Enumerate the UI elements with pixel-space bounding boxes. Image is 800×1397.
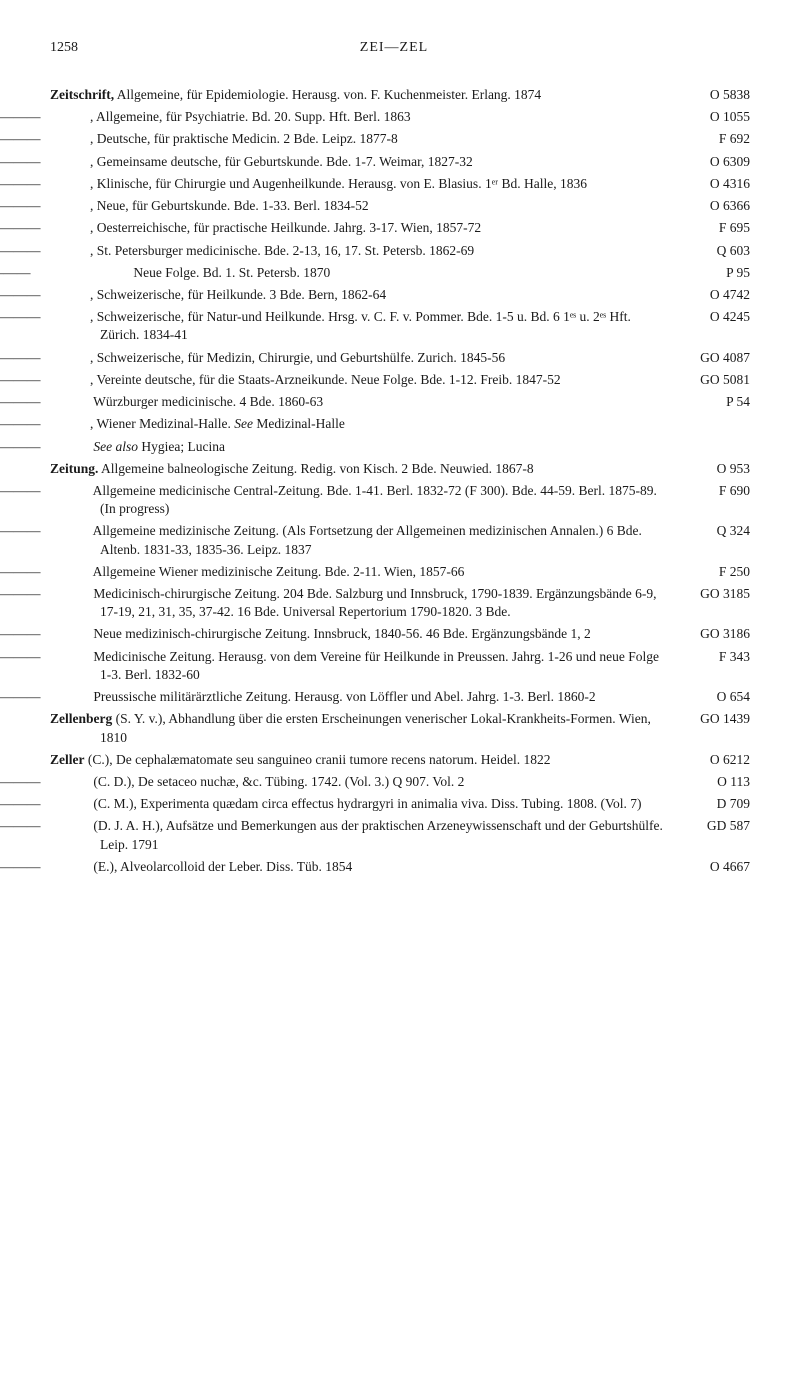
entry-text: ———, Deutsche, für praktische Medicin. 2… (50, 130, 690, 148)
shelfmark-code: P 54 (690, 393, 750, 411)
headword: Zellenberg (50, 711, 112, 726)
bibliography-entry: ———, Wiener Medizinal-Halle. See Medizin… (50, 415, 750, 433)
shelfmark-code: O 113 (690, 773, 750, 791)
bibliography-entry: ——— Allgemeine Wiener medizinische Zeitu… (50, 563, 750, 581)
bibliography-entry: ——— Medicinisch-chirurgische Zeitung. 20… (50, 585, 750, 621)
bibliography-entry: ———, Neue, für Geburtskunde. Bde. 1-33. … (50, 197, 750, 215)
entry-text: ———, Gemeinsame deutsche, für Geburtskun… (50, 153, 690, 171)
shelfmark-code: F 692 (690, 130, 750, 148)
entry-text: —————— Neue Folge. Bd. 1. St. Petersb. 1… (50, 264, 690, 282)
entry-text: ———, Schweizerische, für Heilkunde. 3 Bd… (50, 286, 690, 304)
entry-text: Zeller (C.), De cephalæmatomate seu sang… (50, 751, 690, 769)
shelfmark-code: GO 3185 (690, 585, 750, 603)
entry-text: ——— (C. D.), De setaceo nuchæ, &c. Tübin… (50, 773, 690, 791)
bibliography-entry: ———, Schweizerische, für Heilkunde. 3 Bd… (50, 286, 750, 304)
bibliography-entry: ———, Deutsche, für praktische Medicin. 2… (50, 130, 750, 148)
bibliography-entry: ———, Oesterreichische, für practische He… (50, 219, 750, 237)
bibliography-entry: ———, Gemeinsame deutsche, für Geburtskun… (50, 153, 750, 171)
shelfmark-code: O 4667 (690, 858, 750, 876)
bibliography-entry: ——— Allgemeine medizinische Zeitung. (Al… (50, 522, 750, 558)
entry-text: ———, Schweizerische, für Natur-und Heilk… (50, 308, 690, 344)
bibliography-entry: ——— See also Hygiea; Lucina (50, 438, 750, 456)
shelfmark-code: Q 324 (690, 522, 750, 540)
entry-text: ———, Neue, für Geburtskunde. Bde. 1-33. … (50, 197, 690, 215)
shelfmark-code: O 4316 (690, 175, 750, 193)
headword: Zeitschrift, (50, 87, 114, 102)
shelfmark-code: O 1055 (690, 108, 750, 126)
bibliography-entry: ——— (E.), Alveolarcolloid der Leber. Dis… (50, 858, 750, 876)
shelfmark-code: O 4742 (690, 286, 750, 304)
shelfmark-code: F 343 (690, 648, 750, 666)
headword: Zeller (50, 752, 84, 767)
shelfmark-code: F 690 (690, 482, 750, 500)
entry-text: ——— Preussische militärärztliche Zeitung… (50, 688, 690, 706)
bibliography-entry: ———, Schweizerische, für Medizin, Chirur… (50, 349, 750, 367)
bibliography-entry: Zellenberg (S. Y. v.), Abhandlung über d… (50, 710, 750, 746)
entry-text: ——— Medicinische Zeitung. Herausg. von d… (50, 648, 690, 684)
shelfmark-code: GO 3186 (690, 625, 750, 643)
entry-text: Zellenberg (S. Y. v.), Abhandlung über d… (50, 710, 690, 746)
shelfmark-code: F 695 (690, 219, 750, 237)
shelfmark-code: Q 603 (690, 242, 750, 260)
shelfmark-code: O 4245 (690, 308, 750, 326)
entry-text: ———, Klinische, für Chirurgie und Augenh… (50, 175, 690, 193)
bibliography-entry: ———, Klinische, für Chirurgie und Augenh… (50, 175, 750, 193)
bibliography-entry: ———, Schweizerische, für Natur-und Heilk… (50, 308, 750, 344)
bibliography-entry: ———, Vereinte deutsche, für die Staats-A… (50, 371, 750, 389)
entry-text: ——— Allgemeine medizinische Zeitung. (Al… (50, 522, 690, 558)
bibliography-entry: Zeitschrift, Allgemeine, für Epidemiolog… (50, 86, 750, 104)
shelfmark-code: GD 587 (690, 817, 750, 835)
bibliography-entry: —————— Neue Folge. Bd. 1. St. Petersb. 1… (50, 264, 750, 282)
shelfmark-code: F 250 (690, 563, 750, 581)
page-number: 1258 (50, 40, 78, 56)
shelfmark-code: P 95 (690, 264, 750, 282)
bibliography-entry: ——— Allgemeine medicinische Central-Zeit… (50, 482, 750, 518)
entry-text: ——— Medicinisch-chirurgische Zeitung. 20… (50, 585, 690, 621)
bibliography-entry: ——— Neue medizinisch-chirurgische Zeitun… (50, 625, 750, 643)
entry-text: ——— (D. J. A. H.), Aufsätze und Bemerkun… (50, 817, 690, 853)
entry-text: ——— See also Hygiea; Lucina (50, 438, 690, 456)
shelfmark-code: GO 5081 (690, 371, 750, 389)
entry-text: ———, Oesterreichische, für practische He… (50, 219, 690, 237)
headword: Zeitung. (50, 461, 98, 476)
bibliography-entry: ——— (C. D.), De setaceo nuchæ, &c. Tübin… (50, 773, 750, 791)
entry-text: Zeitung. Allgemeine balneologische Zeitu… (50, 460, 690, 478)
entry-text: ———, St. Petersburger medicinische. Bde.… (50, 242, 690, 260)
entry-text: ———, Schweizerische, für Medizin, Chirur… (50, 349, 690, 367)
bibliography-entry: Zeller (C.), De cephalæmatomate seu sang… (50, 751, 750, 769)
bibliography-entry: ——— (D. J. A. H.), Aufsätze und Bemerkun… (50, 817, 750, 853)
shelfmark-code: GO 1439 (690, 710, 750, 728)
bibliography-entry: ——— Preussische militärärztliche Zeitung… (50, 688, 750, 706)
shelfmark-code: O 953 (690, 460, 750, 478)
entry-text: ———, Allgemeine, für Psychiatrie. Bd. 20… (50, 108, 690, 126)
shelfmark-code: D 709 (690, 795, 750, 813)
entry-text: ———, Vereinte deutsche, für die Staats-A… (50, 371, 690, 389)
entry-text: ——— (E.), Alveolarcolloid der Leber. Dis… (50, 858, 690, 876)
bibliography-entry: Zeitung. Allgemeine balneologische Zeitu… (50, 460, 750, 478)
shelfmark-code: O 6309 (690, 153, 750, 171)
entry-text: ——— Neue medizinisch-chirurgische Zeitun… (50, 625, 690, 643)
shelfmark-code: O 6212 (690, 751, 750, 769)
shelfmark-code: O 654 (690, 688, 750, 706)
bibliography-entry: ———, Allgemeine, für Psychiatrie. Bd. 20… (50, 108, 750, 126)
shelfmark-code: GO 4087 (690, 349, 750, 367)
entry-text: ——— Allgemeine medicinische Central-Zeit… (50, 482, 690, 518)
entry-text: ——— Würzburger medicinische. 4 Bde. 1860… (50, 393, 690, 411)
bibliography-entry: ——— Medicinische Zeitung. Herausg. von d… (50, 648, 750, 684)
bibliography-entry: ——— Würzburger medicinische. 4 Bde. 1860… (50, 393, 750, 411)
running-head: ZEI—ZEL (360, 40, 428, 56)
shelfmark-code: O 6366 (690, 197, 750, 215)
shelfmark-code: O 5838 (690, 86, 750, 104)
entry-text: Zeitschrift, Allgemeine, für Epidemiolog… (50, 86, 690, 104)
entry-text: ——— Allgemeine Wiener medizinische Zeitu… (50, 563, 690, 581)
entries-list: Zeitschrift, Allgemeine, für Epidemiolog… (50, 86, 750, 876)
entry-text: ——— (C. M.), Experimenta quædam circa ef… (50, 795, 690, 813)
bibliography-entry: ——— (C. M.), Experimenta quædam circa ef… (50, 795, 750, 813)
entry-text: ———, Wiener Medizinal-Halle. See Medizin… (50, 415, 690, 433)
page-header: 1258 ZEI—ZEL (50, 40, 750, 56)
bibliography-entry: ———, St. Petersburger medicinische. Bde.… (50, 242, 750, 260)
